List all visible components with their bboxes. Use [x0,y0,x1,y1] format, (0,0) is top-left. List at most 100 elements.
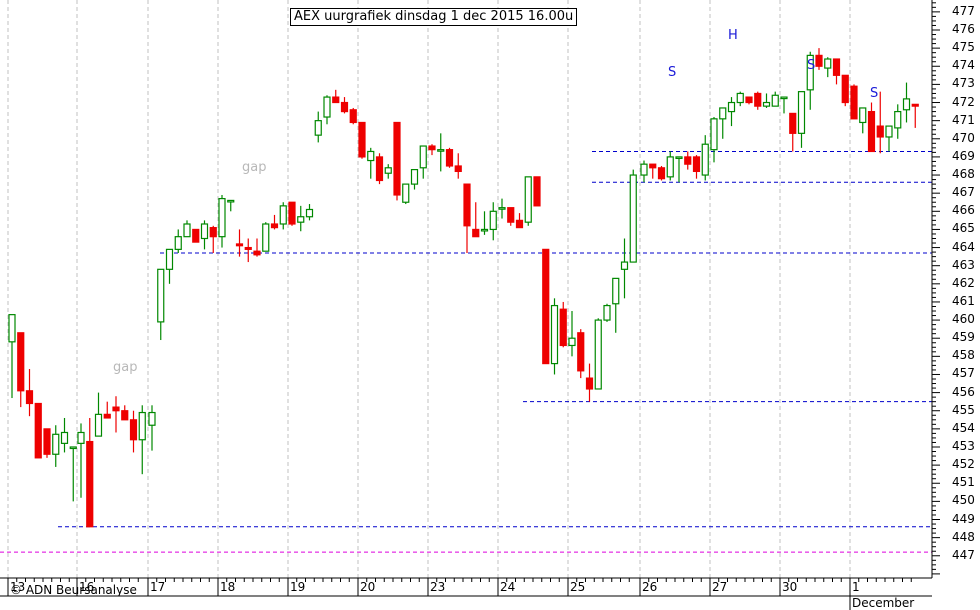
candle-body [815,54,823,67]
x-tick-label: 13 [10,580,26,594]
candle-body [859,107,867,124]
candle-body [43,428,51,455]
y-tick-label: 467 [952,185,975,200]
y-tick-label: 476 [952,22,975,36]
y-tick-label: 465 [952,221,975,236]
y-tick-label: 458 [952,348,975,363]
candle-body [112,406,120,412]
candle-body [77,431,85,444]
candle-body [577,332,585,372]
candle-body [129,419,138,441]
x-tick-label: 16 [79,580,95,594]
candle-body [103,413,111,419]
y-tick-label: 471 [952,112,975,127]
candle-body [754,92,762,107]
candle-body [550,304,559,365]
candle-body [463,183,471,227]
y-tick-label: 449 [952,511,975,526]
candle-body [297,216,305,223]
copyright-text: © ADN Beursanalyse [10,583,137,597]
y-tick-label: 463 [952,257,975,272]
candle-body [192,228,200,243]
candle-body [885,125,893,138]
candle-body [200,223,209,240]
x-tick-label: 26 [642,580,658,594]
candle-body [34,402,42,459]
candle-body [876,125,884,138]
candle-body [850,85,858,120]
candle-body [568,337,576,347]
chart-title: AEX uurgrafiek dinsdag 1 dec 2015 16.00u [290,8,578,26]
candle-body [402,183,410,203]
candle-body [710,118,718,151]
candle-body [745,96,753,104]
x-tick-label: 24 [500,580,516,594]
candle-body [262,223,270,252]
candle-body [253,250,261,256]
x-tick-label: 25 [570,580,586,594]
candle-body [52,433,60,455]
candle-body [498,207,506,210]
y-tick-label: 459 [952,330,975,345]
y-tick-label: 447 [952,547,975,562]
y-tick-label: 469 [952,148,975,163]
candle-body [472,228,480,238]
candle-body [227,199,235,203]
candle-body [367,150,375,162]
candle-body [684,156,692,165]
candle-body [323,96,331,118]
candle-body [507,207,515,223]
candle-body [94,413,103,437]
candle-body [375,156,384,182]
candle-body [235,243,244,247]
y-tick-label: 462 [952,275,975,290]
candle-body [437,149,445,152]
candle-body [121,410,129,421]
y-tick-label: 457 [952,366,975,381]
candle-body [524,176,532,223]
shoulder-annotation-right: S [807,58,816,73]
candle-body [8,314,16,343]
y-tick-label: 473 [952,76,975,91]
candle-body [719,107,727,120]
y-tick-label: 460 [952,312,975,327]
candle-body [157,268,165,323]
candle-body [797,91,806,134]
x-tick-label: 23 [430,580,446,594]
candle-body [824,58,832,69]
candle-body [832,58,841,76]
candle-body [640,163,648,176]
shoulder-annotation-right-2: S [870,86,879,101]
candle-body [60,431,69,444]
candle-body [86,440,94,528]
candle-body [25,390,34,405]
y-tick-label: 451 [952,475,975,490]
y-tick-label: 456 [952,384,975,399]
y-tick-label: 470 [952,130,975,145]
candle-body [209,227,217,238]
y-tick-label: 464 [952,239,975,254]
y-tick-label: 455 [952,402,975,417]
candle-body [603,304,611,321]
candle-body [340,101,349,113]
candle-body [867,110,876,153]
y-tick-label: 468 [952,167,975,182]
y-tick-label: 472 [952,94,975,109]
candle-body [911,103,919,107]
candle-body [174,236,182,250]
candle-body [314,120,322,136]
y-tick-label: 461 [952,293,975,308]
candle-body [841,74,849,104]
candle-body [894,110,902,129]
y-tick-label: 452 [952,457,975,472]
candle-body [393,121,401,196]
candle-body [288,201,296,225]
x-tick-label: 20 [360,580,376,594]
candle-body [620,261,629,270]
candle-body [902,98,911,111]
candle-body [771,94,779,107]
candle-body [594,319,602,390]
candle-body [419,145,427,169]
candle-body [349,109,357,124]
